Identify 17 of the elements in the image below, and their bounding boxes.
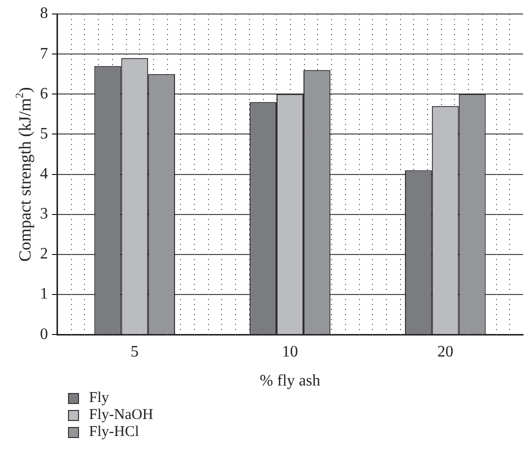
y-tick-label: 1 (40, 286, 48, 303)
y-tick-label: 7 (40, 45, 48, 62)
y-tick-label: 3 (40, 206, 48, 223)
x-tick-label: 10 (282, 343, 298, 360)
x-axis-title: % fly ash (260, 372, 320, 390)
legend-label: Fly (89, 390, 110, 407)
x-tick-label: 5 (130, 343, 139, 360)
x-tick-label: 20 (437, 343, 454, 360)
y-axis-title: Compact strength (kJ/m2) (14, 87, 34, 262)
legend-label: Fly-HCl (89, 424, 140, 441)
y-tick-label: 8 (40, 5, 48, 22)
legend-label: Fly-NaOH (89, 407, 154, 424)
y-tick-label: 0 (40, 326, 48, 343)
y-tick-label: 6 (40, 85, 48, 102)
y-tick-label: 5 (40, 125, 48, 142)
y-tick-label: 2 (40, 246, 48, 263)
y-tick-label: 4 (40, 166, 48, 183)
